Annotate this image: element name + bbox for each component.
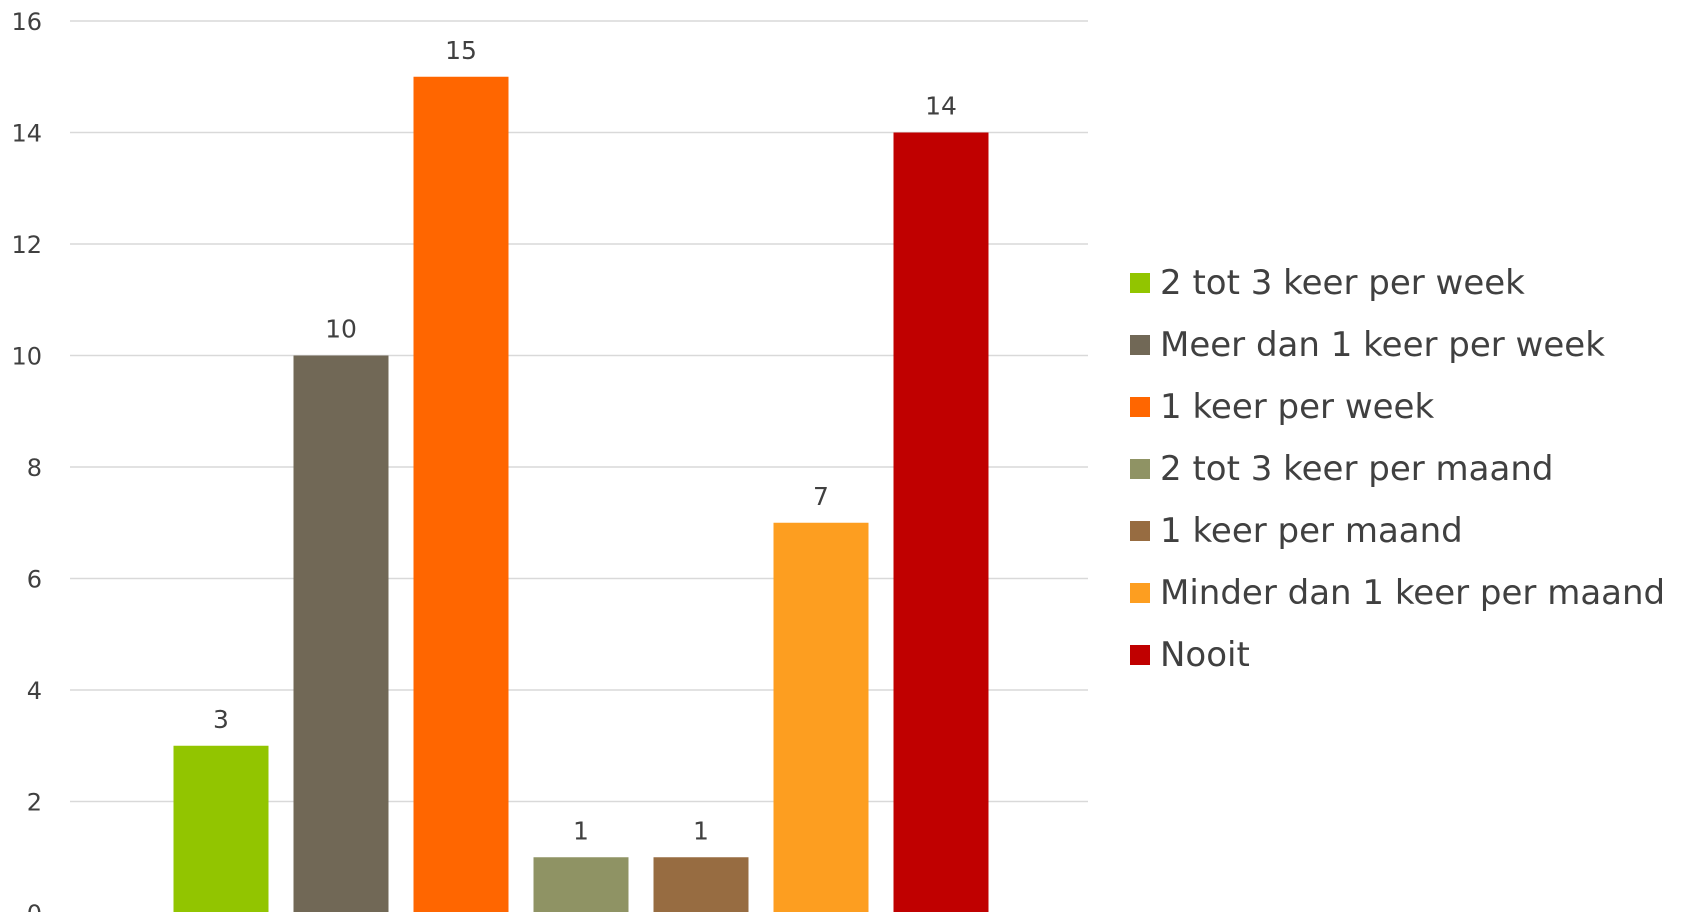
legend-item: Nooit <box>1130 624 1665 686</box>
data-label: 1 <box>693 816 709 845</box>
y-tick-label: 6 <box>27 566 42 594</box>
legend-swatch <box>1130 397 1150 417</box>
y-tick-label: 16 <box>11 8 42 36</box>
legend-swatch <box>1130 335 1150 355</box>
y-axis-tick-labels: 0 2 4 6 8 10 12 14 16 <box>11 8 42 912</box>
legend-swatch <box>1130 521 1150 541</box>
legend-swatch <box>1130 273 1150 293</box>
legend-label: 2 tot 3 keer per week <box>1160 263 1525 303</box>
y-tick-label: 12 <box>11 231 42 259</box>
bar <box>173 745 269 912</box>
legend-label: 1 keer per week <box>1160 387 1435 427</box>
legend-swatch <box>1130 583 1150 603</box>
bar <box>533 857 629 912</box>
legend-item: 2 tot 3 keer per week <box>1130 252 1665 314</box>
bar <box>773 522 869 912</box>
y-tick-label: 2 <box>27 789 42 817</box>
legend-label: Nooit <box>1160 635 1250 675</box>
y-tick-label: 0 <box>27 900 42 912</box>
legend-item: 2 tot 3 keer per maand <box>1130 438 1665 500</box>
data-label: 10 <box>325 315 357 344</box>
data-label: 7 <box>813 482 829 511</box>
bar <box>293 355 389 912</box>
legend-swatch <box>1130 459 1150 479</box>
legend-label: Minder dan 1 keer per maand <box>1160 573 1666 613</box>
bar <box>653 857 749 912</box>
data-label: 1 <box>573 816 589 845</box>
bar <box>413 76 509 912</box>
y-tick-label: 4 <box>27 677 42 705</box>
legend-item: 1 keer per week <box>1130 376 1665 438</box>
y-tick-label: 10 <box>11 343 42 371</box>
legend-swatch <box>1130 645 1150 665</box>
bars <box>173 76 989 912</box>
legend-label: 2 tot 3 keer per maand <box>1160 449 1554 489</box>
legend: 2 tot 3 keer per week Meer dan 1 keer pe… <box>1130 252 1665 686</box>
legend-label: 1 keer per maand <box>1160 511 1463 551</box>
legend-item: 1 keer per maand <box>1130 500 1665 562</box>
y-tick-label: 8 <box>27 454 42 482</box>
data-label: 3 <box>213 705 229 734</box>
gridlines <box>70 20 1088 803</box>
legend-label: Meer dan 1 keer per week <box>1160 325 1605 365</box>
legend-item: Minder dan 1 keer per maand <box>1130 562 1665 624</box>
bar <box>893 132 989 912</box>
data-label: 15 <box>445 36 477 65</box>
y-tick-label: 14 <box>11 120 42 148</box>
data-label: 14 <box>925 92 957 121</box>
legend-item: Meer dan 1 keer per week <box>1130 314 1665 376</box>
